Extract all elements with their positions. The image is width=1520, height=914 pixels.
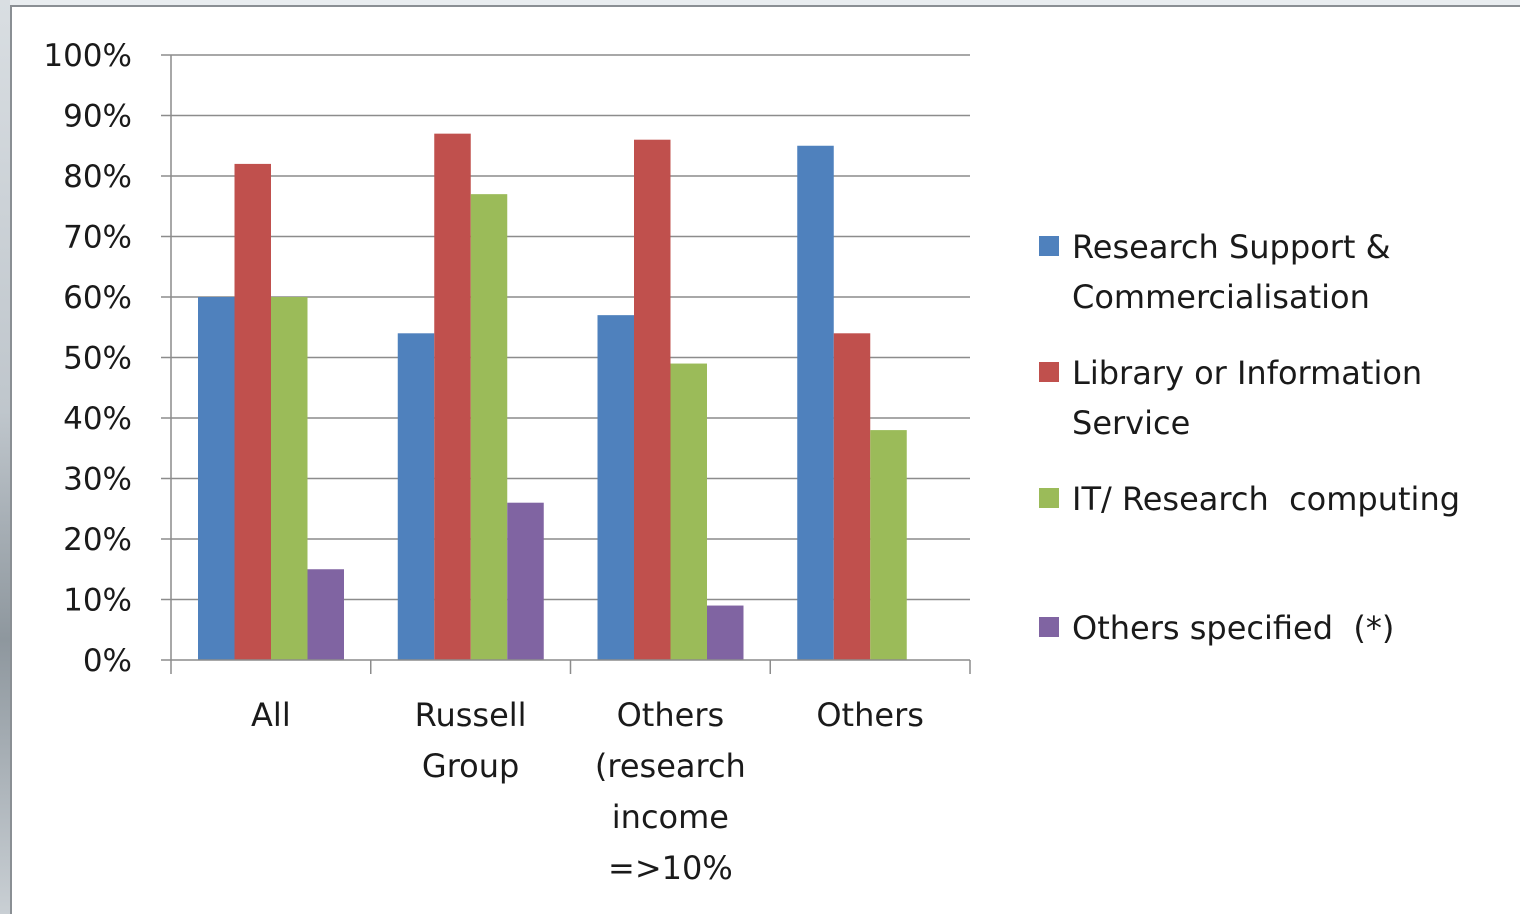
legend-swatch [1039,362,1059,382]
legend-label-line: IT/ Research computing [1072,480,1460,518]
bar [271,297,308,660]
x-tick-label-line: (research [595,747,746,785]
y-tick-label: 0% [83,643,132,679]
bar [198,297,235,660]
legend: Research Support & Commercialisation Libra… [1039,228,1460,647]
legend-label-line: Commercialisation [1072,278,1370,316]
legend-swatch [1039,488,1059,508]
legend-label-line: Service [1072,404,1190,442]
x-tick-label-line: =>10% [608,849,733,887]
x-tick-label-line: Group [422,747,519,785]
y-tick-label: 100% [43,38,132,74]
bar [308,569,345,660]
x-tick-label: All [251,696,291,734]
x-tick-label: Others [816,696,924,734]
bar [870,430,907,660]
x-tick-labels: All Russell Group Others (research income =>10… [251,696,924,887]
y-tick-label: 30% [63,462,132,498]
legend-label: Library or Information Service [1072,354,1422,442]
x-tick-label-line: Others [816,696,924,734]
bar [507,503,544,660]
legend-label: Others specified (*) [1072,609,1394,647]
bar [797,146,834,660]
legend-swatch [1039,617,1059,637]
legend-label-line: Library or Information [1072,354,1422,392]
x-tick-label-line: Russell [415,696,527,734]
legend-label-line: Others specified (*) [1072,609,1394,647]
bar [598,315,635,660]
bar [434,134,471,660]
bar [634,140,671,660]
bar [471,194,508,660]
bars [198,134,907,660]
y-tick-label: 90% [63,99,132,135]
x-tick-label: Others (research income =>10% [595,696,746,887]
legend-label-line: Research Support & [1072,228,1391,266]
x-tick-label-line: All [251,696,291,734]
legend-swatch [1039,236,1059,256]
y-tick-label: 20% [63,522,132,558]
x-tick-label-line: income [612,798,729,836]
y-tick-label: 10% [63,583,132,619]
legend-label: Research Support & Commercialisation [1072,228,1391,316]
y-tick-labels: 0% 10% 20% 30% 40% 50% 60% 70% 80% 90% 100% [43,38,132,679]
x-tick-label: Russell Group [415,696,527,785]
x-tick-label-line: Others [617,696,725,734]
bar [235,164,272,660]
y-tick-label: 80% [63,159,132,195]
bar [671,364,708,660]
bar [398,333,435,660]
bar [707,606,744,660]
legend-label: IT/ Research computing [1072,480,1460,518]
bar [834,333,871,660]
y-tick-label: 50% [63,341,132,377]
y-tick-label: 40% [63,401,132,437]
y-tick-label: 70% [63,220,132,256]
y-tick-label: 60% [63,280,132,316]
